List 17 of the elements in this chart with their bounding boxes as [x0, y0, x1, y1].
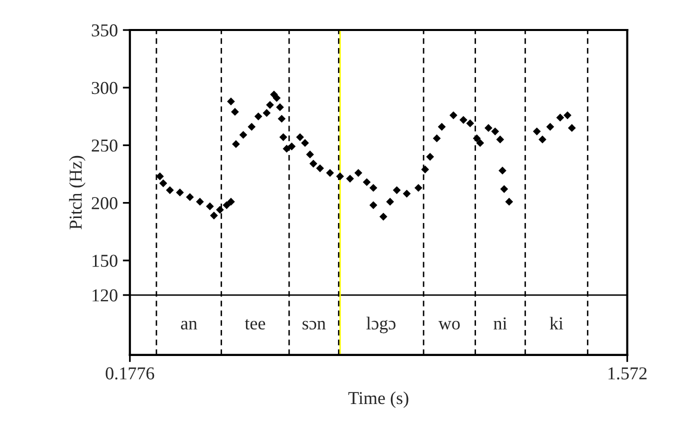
x-tick-label: 1.572	[608, 367, 647, 380]
annotation: lɔgɔ	[366, 316, 396, 334]
annotation: ki	[550, 316, 564, 330]
y-tick-label: 150	[92, 254, 118, 267]
y-tick-label: 300	[92, 82, 118, 94]
y-tick-label: 200	[92, 197, 118, 210]
annotation: tee	[244, 319, 266, 330]
annotation: sɔn	[302, 320, 326, 330]
annotation: ni	[494, 317, 507, 330]
annotation: an	[180, 320, 198, 330]
y-axis-title: Pitch (Hz)	[69, 156, 86, 230]
annotation: wo	[438, 320, 460, 330]
y-tick-label: 350	[92, 24, 118, 36]
x-tick-label: 0.1776	[106, 367, 154, 380]
x-axis-title: Time (s)	[348, 391, 408, 408]
y-tick-label: 250	[92, 140, 118, 152]
y-tick-label: 120	[92, 289, 118, 302]
